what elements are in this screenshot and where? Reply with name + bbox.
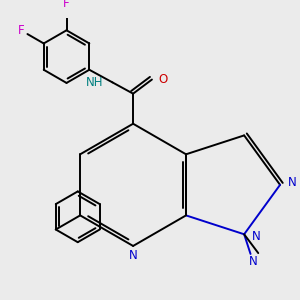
- Text: O: O: [158, 73, 168, 86]
- Text: F: F: [63, 0, 70, 11]
- Text: N: N: [252, 230, 260, 243]
- Text: F: F: [18, 24, 24, 37]
- Text: N: N: [248, 255, 257, 268]
- Text: N: N: [288, 176, 296, 190]
- Text: NH: NH: [85, 76, 103, 89]
- Text: N: N: [129, 249, 137, 262]
